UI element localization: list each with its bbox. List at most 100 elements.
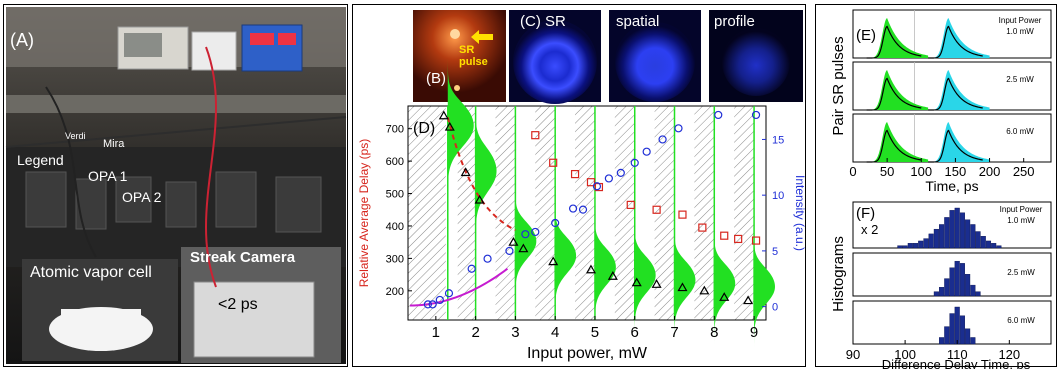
intensity-point [630,158,639,167]
histogram-bar [912,243,919,249]
panel-c-images [509,10,803,104]
x-tick-label: 4 [551,324,559,341]
mean-pulse-2 [928,129,983,163]
panel-d-chart: 1 2 3 4 5 6 7 8 9 200 300 400 500 600 700 0 5 10 15 Input p… [357,57,807,362]
intensity-point [428,300,437,309]
histogram-bar [918,240,924,249]
panel-bcd-frame [352,4,806,367]
histogram-bar [954,260,960,297]
y2-tick-label: 15 [772,134,784,146]
x-tick-label: 9 [750,324,758,341]
mira-label: Mira [103,138,125,150]
histogram-bar [933,228,939,249]
histogram-bar [954,306,960,345]
histogram-bar [939,337,945,345]
intensity-profile [754,230,775,348]
hatched-band [614,106,635,320]
x-tick-label: 2 [471,324,479,341]
delay-square-point [531,131,540,140]
intensity-profile [555,200,577,317]
delay-point [677,282,688,292]
delay-square-point [734,234,743,244]
legend-laser-label: Legend [17,152,64,168]
histogram-bar [970,224,976,249]
histogram-bar [954,207,960,249]
streak-resolution-label: <2 ps [218,296,258,313]
y-axis-label: Relative Average Delay (ps) [357,139,371,288]
panel-f-label: (F) [856,205,875,222]
mean-pulse-2 [928,77,983,111]
histogram-bar [970,337,976,345]
power-annotation: 1.0 mW [1007,216,1035,225]
delay-square-point [678,210,687,219]
hatched-band [408,106,446,320]
y-axis-label: Pair SR pulses [830,36,847,135]
histogram-bar [949,210,955,249]
delay-square-point [586,178,596,187]
delay-point [699,285,710,295]
x-tick-label: 8 [710,324,718,341]
verdi-label: Verdi [65,131,86,141]
delay-point [743,295,754,305]
delay-square-point [626,200,635,209]
legend-title: Input Power [999,16,1042,25]
intensity-profile [447,57,474,201]
histogram-bar [980,236,986,249]
panel-c-label-3: profile [714,13,755,30]
y2-tick-label: 0 [772,302,778,314]
delay-point [444,121,455,131]
histogram-bar [897,245,903,249]
intensity-profile [634,219,656,337]
panel-e-chart: Input Power 1.0 mW 2.5 mW 6.0 mW 0 50 100 150 20… [830,9,1052,194]
streak-camera-label: Streak Camera [190,249,296,266]
panel-f-chart: Input Power 1.0 mW 2.5 mW 6.0 mW 90 100 110 120… [830,201,1052,369]
delay-point [607,271,618,280]
x-tick-label: 7 [670,324,678,341]
intensity-profile [594,211,616,329]
intensity-point [578,205,588,214]
intensity-point [483,254,492,263]
x-tick-label: 200 [979,164,1001,179]
mean-pulse-2 [928,25,983,59]
x-tick-label: 1 [432,324,440,341]
histogram-bar [991,243,997,249]
histogram-bar [923,238,929,249]
histogram-bar [907,243,913,249]
intensity-point [435,295,444,305]
vapor-cell-label: Atomic vapor cell [30,264,152,281]
y2-tick-label: 10 [772,190,784,202]
sr-pulse-text-2: pulse [459,56,488,68]
delay-point [518,243,529,253]
histogram-bar [959,315,965,345]
hatched-band [694,106,715,320]
x-tick-label: 150 [945,164,967,179]
delay-square-point [570,169,580,179]
histogram-bar [944,326,950,345]
delay-point [585,264,597,274]
x-tick-label: 90 [846,347,860,362]
delay-square-point [698,223,707,232]
intensity-point [658,135,667,144]
y-tick-label: 200 [386,286,404,298]
panel-a-photo [5,7,347,364]
delay-point [719,292,730,301]
x-tick-label: 250 [1013,164,1035,179]
y-tick-label: 600 [386,156,404,168]
panel-e-label: (E) [856,27,876,44]
panel-c-label-2: spatial [616,13,660,30]
hatched-band [457,106,476,320]
x-tick-label: 5 [591,324,599,341]
sr-pulse-2 [924,70,990,110]
legend-title: Input Power [1000,205,1043,214]
intensity-point [714,110,723,120]
y-axis-label: Histograms [830,236,847,312]
power-annotation: 6.0 mW [1007,316,1035,325]
histogram-bar [939,287,945,297]
histogram-bar [928,233,934,249]
hatched-band [734,106,755,320]
y-tick-label: 700 [386,124,404,136]
x-tick-label: 120 [998,347,1020,362]
delay-square-point [751,236,761,245]
sr-pulse-2 [924,18,990,59]
panel-ef-frame [815,4,1057,367]
